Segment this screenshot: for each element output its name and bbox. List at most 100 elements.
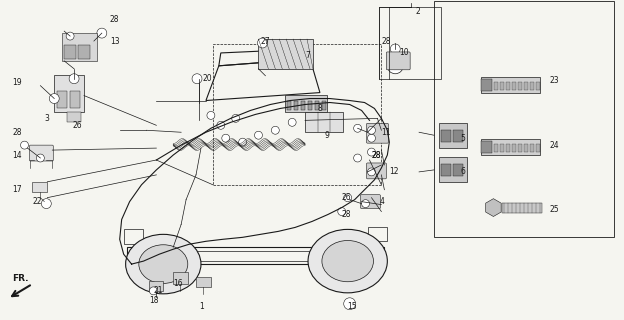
Text: 28: 28 <box>371 150 381 160</box>
Circle shape <box>344 298 356 310</box>
Circle shape <box>361 200 369 208</box>
Bar <box>322 100 326 110</box>
Text: 28: 28 <box>12 128 22 137</box>
Bar <box>502 203 542 212</box>
Text: 18: 18 <box>149 296 159 305</box>
Text: 19: 19 <box>12 78 22 87</box>
Circle shape <box>391 44 400 54</box>
Text: 14: 14 <box>12 150 22 160</box>
Bar <box>536 82 540 90</box>
Circle shape <box>49 93 59 103</box>
Bar <box>78 45 90 59</box>
Circle shape <box>354 154 361 162</box>
Bar <box>70 91 80 108</box>
Text: 16: 16 <box>173 279 183 288</box>
Bar <box>315 100 319 110</box>
Bar <box>54 75 84 112</box>
Text: 20: 20 <box>203 74 213 83</box>
Circle shape <box>36 154 44 162</box>
Ellipse shape <box>125 234 201 294</box>
Bar <box>379 7 441 79</box>
Text: 5: 5 <box>461 134 466 143</box>
Bar <box>494 82 499 90</box>
Text: 28: 28 <box>381 36 391 45</box>
Bar <box>149 281 163 291</box>
Bar <box>287 100 291 110</box>
FancyBboxPatch shape <box>29 145 53 161</box>
Bar <box>453 164 462 176</box>
Text: 3: 3 <box>44 114 49 123</box>
Text: 22: 22 <box>32 197 42 206</box>
FancyBboxPatch shape <box>386 52 410 70</box>
FancyBboxPatch shape <box>361 195 381 209</box>
Bar <box>500 144 504 152</box>
Text: 8: 8 <box>318 104 323 113</box>
Text: 7: 7 <box>305 52 310 60</box>
Circle shape <box>192 74 202 84</box>
Circle shape <box>368 134 376 142</box>
Bar <box>62 33 97 61</box>
Text: 27: 27 <box>260 36 270 45</box>
Bar <box>500 82 504 90</box>
Bar <box>506 144 510 152</box>
Bar <box>173 272 188 284</box>
Bar <box>480 141 492 153</box>
Text: 23: 23 <box>550 76 560 85</box>
Circle shape <box>66 32 74 40</box>
Text: 28: 28 <box>110 15 119 24</box>
Circle shape <box>21 141 29 149</box>
Bar <box>258 39 313 69</box>
Bar <box>530 82 534 90</box>
Circle shape <box>217 121 225 129</box>
Text: 28: 28 <box>371 150 381 160</box>
Circle shape <box>41 199 51 209</box>
Text: 26: 26 <box>342 193 351 202</box>
Bar <box>439 157 467 182</box>
Bar <box>524 82 528 90</box>
Bar <box>439 123 467 148</box>
Bar <box>480 77 540 92</box>
Bar <box>441 164 451 176</box>
Text: 12: 12 <box>389 167 399 176</box>
Circle shape <box>354 124 361 132</box>
Text: 26: 26 <box>72 121 82 130</box>
Text: 6: 6 <box>461 167 466 176</box>
Circle shape <box>207 111 215 119</box>
Circle shape <box>338 208 346 215</box>
Text: 13: 13 <box>110 36 119 45</box>
Bar <box>67 112 81 122</box>
Ellipse shape <box>308 229 388 293</box>
Bar <box>57 91 67 108</box>
Circle shape <box>368 148 376 156</box>
Bar <box>494 144 499 152</box>
Circle shape <box>288 118 296 126</box>
Bar <box>294 100 298 110</box>
Circle shape <box>69 74 79 84</box>
Bar <box>32 182 47 192</box>
FancyBboxPatch shape <box>366 163 386 179</box>
Circle shape <box>97 28 107 38</box>
Circle shape <box>271 126 280 134</box>
FancyBboxPatch shape <box>366 123 388 143</box>
Text: 2: 2 <box>415 7 420 16</box>
Circle shape <box>368 168 376 176</box>
Bar <box>196 277 211 287</box>
Ellipse shape <box>139 245 188 284</box>
Text: 11: 11 <box>381 128 391 137</box>
Circle shape <box>344 194 352 202</box>
Bar <box>305 112 343 132</box>
Bar <box>480 139 540 155</box>
Text: FR.: FR. <box>12 275 29 284</box>
Text: 25: 25 <box>550 205 560 214</box>
Circle shape <box>255 131 263 139</box>
Circle shape <box>149 287 157 295</box>
Bar <box>285 95 327 112</box>
Circle shape <box>222 134 230 142</box>
Text: 1: 1 <box>199 302 204 311</box>
Bar <box>530 144 534 152</box>
Circle shape <box>238 138 246 146</box>
Circle shape <box>232 114 240 122</box>
Bar <box>453 130 462 142</box>
Text: 24: 24 <box>550 140 560 150</box>
Circle shape <box>368 126 376 134</box>
